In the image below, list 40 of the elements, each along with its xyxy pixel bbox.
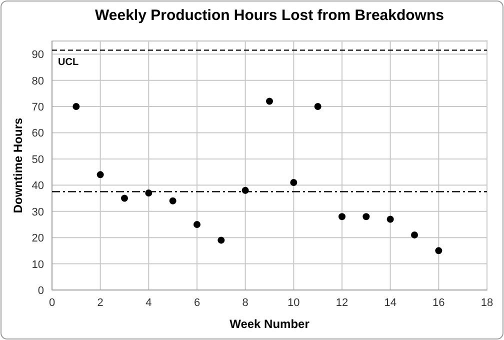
point bbox=[218, 236, 225, 244]
y-tick-label: 90 bbox=[32, 49, 44, 62]
y-tick-label: 50 bbox=[32, 154, 44, 166]
ref-line-label: UCL bbox=[58, 57, 79, 68]
y-tick-label: 80 bbox=[32, 75, 44, 88]
y-tick-label: 40 bbox=[32, 180, 44, 192]
point bbox=[72, 103, 80, 110]
point bbox=[96, 171, 104, 178]
x-tick-label: 8 bbox=[242, 297, 248, 309]
y-tick-label: 70 bbox=[32, 102, 44, 114]
point bbox=[145, 190, 152, 197]
point bbox=[242, 186, 249, 194]
chart-title: Weekly Production Hours Lost from Breakdowns bbox=[95, 7, 444, 24]
y-axis-title: Downtime Hours bbox=[11, 118, 25, 214]
point bbox=[386, 216, 394, 223]
point bbox=[169, 197, 176, 204]
x-tick-label: 2 bbox=[97, 297, 104, 309]
x-axis-title: Week Number bbox=[230, 317, 310, 331]
x-tick-label: 6 bbox=[194, 297, 200, 309]
point bbox=[338, 213, 346, 220]
point bbox=[290, 179, 298, 186]
point bbox=[266, 98, 273, 105]
x-tick-label: 0 bbox=[48, 297, 56, 309]
x-tick-label: 4 bbox=[146, 297, 152, 309]
x-tick-label: 10 bbox=[288, 297, 300, 309]
point bbox=[411, 231, 418, 238]
y-tick-label: 20 bbox=[32, 232, 44, 245]
x-tick-label: 16 bbox=[432, 297, 445, 309]
y-tick-label: 0 bbox=[38, 285, 44, 297]
y-tick-label: 60 bbox=[32, 128, 44, 140]
y-tick-label: 30 bbox=[32, 206, 44, 218]
point bbox=[121, 194, 128, 202]
point bbox=[314, 103, 322, 110]
x-tick-label: 14 bbox=[384, 297, 396, 309]
x-tick-label: 12 bbox=[336, 297, 348, 309]
point bbox=[435, 247, 442, 254]
point bbox=[194, 220, 200, 228]
y-tick-label: 10 bbox=[32, 258, 44, 271]
x-tick-label: 18 bbox=[480, 297, 494, 309]
point bbox=[362, 213, 370, 220]
